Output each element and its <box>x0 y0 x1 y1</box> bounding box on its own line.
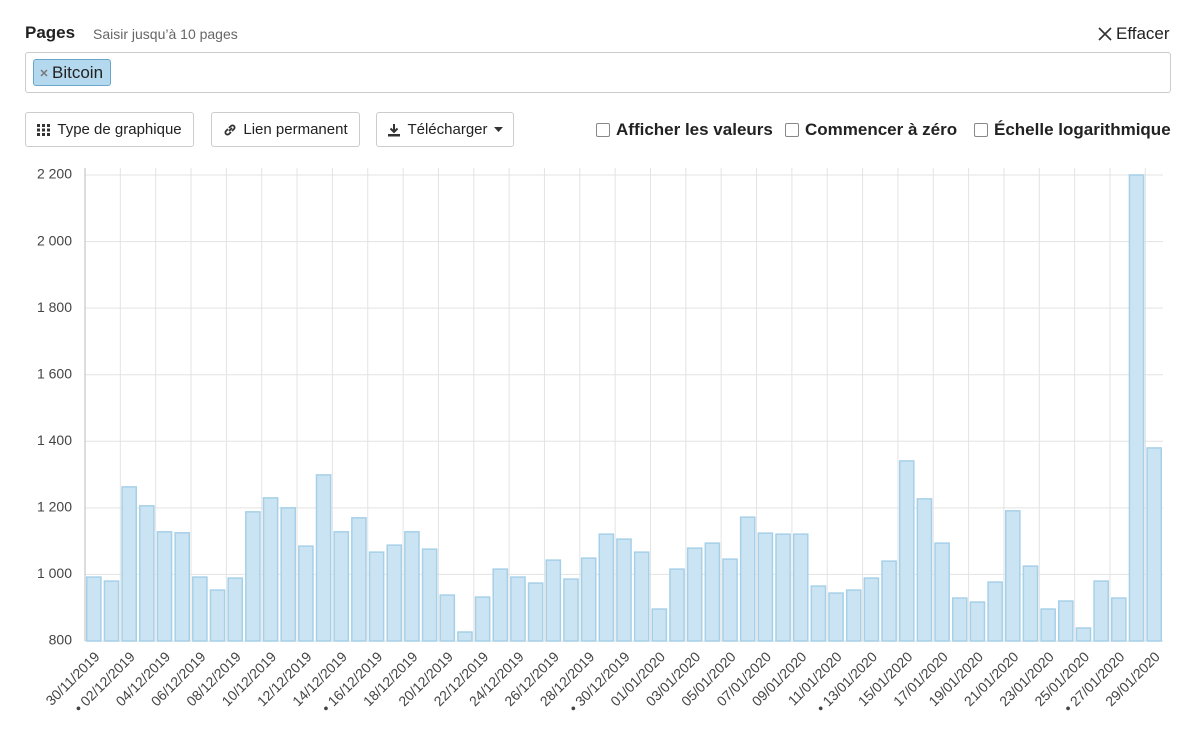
y-tick-label: 2 200 <box>37 166 72 182</box>
bar <box>810 585 827 642</box>
bar <box>616 538 632 642</box>
checkbox[interactable] <box>974 123 988 137</box>
option[interactable]: Commencer à zéro <box>785 120 957 140</box>
bar <box>651 608 668 642</box>
y-tick-label: 1 200 <box>37 499 72 515</box>
bar <box>527 582 544 642</box>
option[interactable]: Afficher les valeurs <box>596 120 773 140</box>
grid-icon <box>37 123 51 136</box>
caret-icon <box>493 126 503 132</box>
bar <box>633 551 650 642</box>
clear-icon <box>1098 27 1112 41</box>
bar <box>315 474 332 642</box>
bar <box>457 631 473 642</box>
bar <box>545 559 562 642</box>
bar <box>227 577 244 642</box>
y-tick-label: 1 800 <box>37 299 72 315</box>
bar <box>669 568 685 642</box>
bar <box>280 507 297 642</box>
bar <box>174 532 191 642</box>
bar <box>121 486 137 642</box>
bar <box>1146 447 1162 642</box>
tag-remove[interactable] <box>40 68 48 77</box>
bar <box>934 542 950 642</box>
bar <box>951 597 968 642</box>
option-label: Afficher les valeurs <box>616 120 773 139</box>
button-label: Lien permanent <box>243 121 348 138</box>
y-tick-label: 1 000 <box>37 565 72 581</box>
bar <box>987 581 1003 642</box>
bar <box>792 533 809 642</box>
bar <box>245 511 261 642</box>
bar <box>139 505 155 642</box>
bar <box>1111 597 1127 642</box>
bar <box>421 548 438 642</box>
bar <box>1004 510 1021 642</box>
permalink-button[interactable]: Lien permanent <box>211 112 360 147</box>
bar <box>103 580 120 642</box>
bar <box>881 560 897 642</box>
link-icon <box>224 124 236 135</box>
bar <box>739 516 756 642</box>
bar <box>916 498 933 642</box>
bar <box>722 558 738 642</box>
bar <box>828 592 844 642</box>
bar <box>1040 608 1056 642</box>
bar <box>757 532 774 642</box>
bar <box>510 576 526 642</box>
clear-label: Effacer <box>1116 24 1170 43</box>
pages-title: Pages <box>25 23 76 42</box>
bar <box>298 545 314 642</box>
bar <box>845 589 862 642</box>
bar <box>209 589 226 642</box>
bar <box>580 557 597 642</box>
bar <box>1022 565 1039 642</box>
bar <box>863 577 880 642</box>
pages-hint: Saisir jusqu’à 10 pages <box>93 26 238 42</box>
option-label: Échelle logarithmique <box>994 120 1171 139</box>
y-tick-label: 1 400 <box>37 432 72 448</box>
checkbox[interactable] <box>785 123 799 137</box>
button-label: Télécharger <box>407 121 488 138</box>
clear-button[interactable]: Effacer <box>1098 24 1170 44</box>
bar <box>492 568 509 642</box>
bar <box>1075 627 1092 642</box>
tag[interactable]: Bitcoin <box>33 59 112 86</box>
bar <box>704 542 721 642</box>
button-label: Type de graphique <box>57 121 182 138</box>
tag-label: Bitcoin <box>52 62 104 82</box>
bar <box>686 547 703 642</box>
bar <box>86 576 102 642</box>
chart-type-button[interactable]: Type de graphique <box>25 112 194 147</box>
checkbox[interactable] <box>596 123 610 137</box>
bar <box>368 551 385 642</box>
bar <box>1057 600 1074 642</box>
bar <box>156 531 173 642</box>
bar <box>351 517 367 642</box>
page-input[interactable]: Bitcoin <box>25 52 1171 93</box>
bar <box>969 601 986 642</box>
bar <box>1128 174 1145 642</box>
bar <box>404 531 420 642</box>
option-label: Commencer à zéro <box>805 120 958 139</box>
bar <box>262 497 279 642</box>
download-icon <box>388 123 401 136</box>
bar <box>439 594 456 642</box>
bar <box>386 544 403 642</box>
download-button[interactable]: Télécharger <box>376 112 514 147</box>
option[interactable]: Échelle logarithmique <box>974 120 1171 140</box>
y-tick-label: 800 <box>49 632 73 648</box>
bar <box>192 576 208 642</box>
bar <box>775 533 791 642</box>
y-tick-label: 1 600 <box>37 365 72 381</box>
bar <box>474 596 491 642</box>
y-tick-label: 2 000 <box>37 232 72 248</box>
bar <box>333 531 350 642</box>
bar <box>563 578 579 642</box>
bar <box>1093 580 1109 642</box>
bar <box>598 533 615 642</box>
bar <box>898 460 915 642</box>
